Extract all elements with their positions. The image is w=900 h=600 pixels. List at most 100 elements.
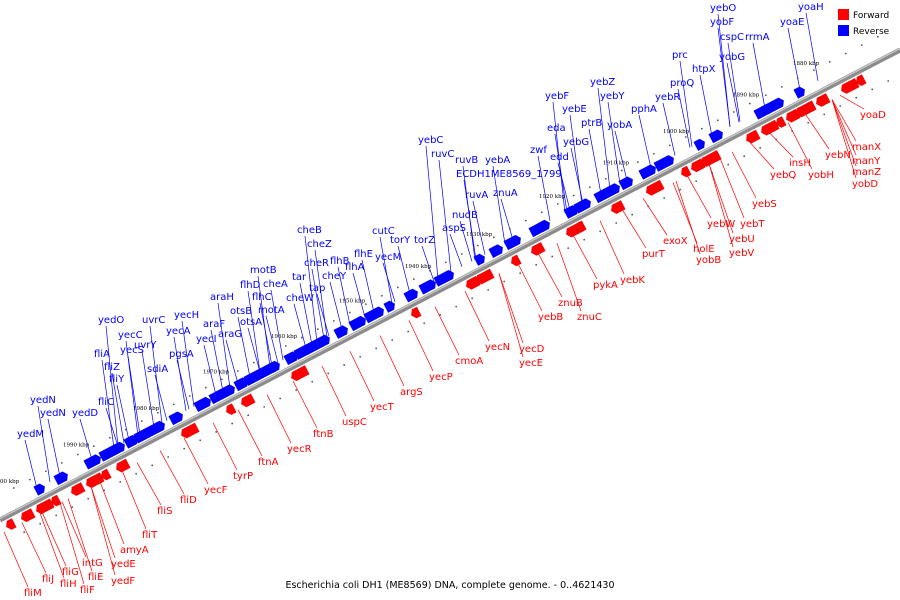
forward-gene-label: yebB <box>538 312 563 323</box>
forward-gene-label: ftnA <box>258 457 279 468</box>
forward-gene-label: znuC <box>577 312 602 323</box>
reverse-gene-label: torZ <box>414 235 435 246</box>
forward-gene-label: yebK <box>620 275 645 286</box>
reverse-gene-leader <box>116 384 130 441</box>
reverse-gene-leader <box>382 262 396 302</box>
forward-gene-leader <box>537 252 563 298</box>
reverse-gene-leader <box>149 325 163 424</box>
backbone-line <box>0 47 900 523</box>
tick-dot <box>156 411 159 414</box>
reverse-gene-label: yedD <box>72 408 98 419</box>
tick-label: 1930 kbp <box>466 232 493 238</box>
reverse-gene-leader <box>329 281 343 330</box>
tick-dot <box>220 378 223 381</box>
reverse-gene-label: cspC <box>720 32 744 43</box>
forward-gene-leader <box>90 486 116 576</box>
forward-gene-leader <box>266 394 292 444</box>
forward-gene-label: yecF <box>204 485 228 496</box>
forward-gene-leader <box>768 132 794 158</box>
reverse-gene-label: yobF <box>710 17 734 28</box>
tick-dot <box>652 152 655 155</box>
forward-gene-leader <box>59 502 85 585</box>
tick-dot <box>620 169 623 172</box>
tick-dot <box>188 395 191 397</box>
tick-dot <box>567 247 570 250</box>
forward-gene-label: exoX <box>663 236 688 247</box>
tick-dot <box>487 288 490 291</box>
tick-dot <box>471 297 474 300</box>
reverse-gene-label: cheW <box>286 293 314 304</box>
forward-gene-label: fliS <box>157 506 172 517</box>
tick-dot <box>332 319 335 322</box>
reverse-gene-label: flhD <box>240 280 261 291</box>
forward-gene-leader <box>621 208 647 249</box>
forward-gene-leader <box>719 157 745 219</box>
reverse-gene-label: yedO <box>98 315 124 326</box>
reverse-gene-feature <box>433 269 455 287</box>
forward-gene-leader <box>831 99 857 167</box>
reverse-gene-label: yecI <box>196 334 217 345</box>
forward-gene-leader <box>61 501 87 558</box>
reverse-gene-label: prc <box>672 50 688 61</box>
forward-gene-leader <box>379 335 405 387</box>
reverse-gene-leader <box>379 236 393 304</box>
forward-gene-feature <box>510 254 522 267</box>
reverse-gene-leader <box>105 407 119 447</box>
forward-gene-label: amyA <box>120 545 149 556</box>
tick-dot <box>263 405 266 408</box>
tick-dot <box>231 422 234 425</box>
tick-dot <box>860 44 863 47</box>
reverse-gene-feature <box>608 183 621 196</box>
reverse-gene-leader <box>101 359 115 449</box>
reverse-gene-feature <box>793 86 806 99</box>
tick-dot <box>695 180 698 183</box>
map-caption: Escherichia coli DH1 (ME8569) DNA, compl… <box>285 580 614 591</box>
reverse-gene-label: uvrC <box>142 315 165 326</box>
reverse-gene-feature <box>653 154 675 173</box>
reverse-gene-feature <box>693 138 706 152</box>
tick-dot <box>599 230 602 233</box>
forward-gene-feature <box>680 165 692 178</box>
reverse-gene-label: yecC <box>118 330 143 341</box>
forward-gene-label: fliE <box>88 572 103 583</box>
tick-dot <box>39 522 42 525</box>
tick-dot <box>604 177 607 180</box>
tick-dot <box>252 361 255 364</box>
reverse-gene-label: yecM <box>375 252 401 263</box>
forward-gene-leader <box>686 175 712 219</box>
reverse-gene-leader <box>37 405 51 482</box>
reverse-gene-label: yoaH <box>798 2 824 13</box>
reverse-gene-label: aspS <box>442 223 466 234</box>
reverse-gene-leader <box>805 12 819 81</box>
reverse-gene-label: araG <box>218 329 242 340</box>
reverse-gene-leader <box>181 320 195 407</box>
legend-reverse-label: Reverse <box>853 27 890 37</box>
reverse-gene-leader <box>537 155 551 221</box>
tick-dot <box>535 263 538 266</box>
forward-gene-label: fliF <box>80 585 95 596</box>
forward-gene-feature <box>745 129 761 144</box>
reverse-gene-label: cutC <box>372 226 395 237</box>
tick-dot <box>519 272 522 275</box>
reverse-gene-label: ruvB <box>455 155 478 166</box>
tick-dot <box>204 386 207 389</box>
forward-gene-label: cmoA <box>455 356 483 367</box>
forward-gene-leader <box>517 263 543 312</box>
tick-dot <box>236 370 239 372</box>
tick-label: 1940 kbp <box>405 264 432 270</box>
forward-gene-leader <box>572 234 598 280</box>
forward-gene-leader <box>675 180 701 255</box>
forward-gene-feature <box>5 518 17 531</box>
reverse-gene-label: flhE <box>354 249 373 260</box>
reverse-gene-label: flhC <box>252 292 272 303</box>
reverse-gene-leader <box>438 159 452 273</box>
reverse-gene-label: uvrY <box>134 340 157 351</box>
tick-dot <box>71 506 74 509</box>
forward-gene-leader <box>498 273 524 358</box>
legend-forward-swatch <box>838 9 849 20</box>
reverse-gene-label: rrmA <box>745 32 770 43</box>
reverse-gene-label: tap <box>309 283 325 294</box>
tick-dot <box>807 121 810 124</box>
tick-dot <box>428 269 431 272</box>
